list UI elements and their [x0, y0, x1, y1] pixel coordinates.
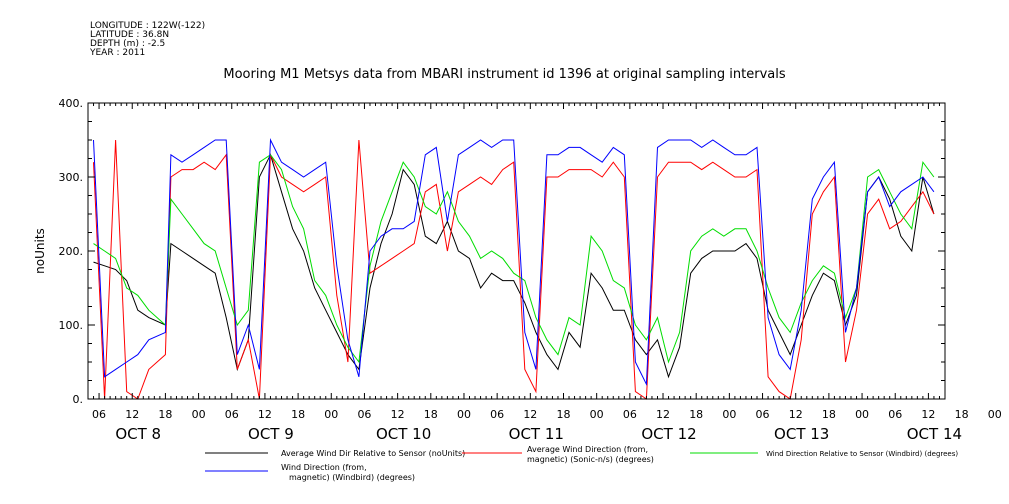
hour-tick-label: 12	[258, 408, 272, 421]
legend-label-3: Wind Direction (from, magnetic) (Windbird…	[281, 463, 415, 482]
series-line-0	[93, 153, 935, 379]
hour-tick-label: 18	[955, 408, 969, 421]
hour-tick-label: 06	[756, 408, 770, 421]
hour-tick-label: 12	[391, 408, 405, 421]
hour-tick-label: 18	[158, 408, 172, 421]
series-line-2	[93, 154, 935, 364]
y-tick-label: 400.	[59, 97, 84, 110]
y-tick-label: 0.	[73, 393, 84, 406]
chart-title: Mooring M1 Metsys data from MBARI instru…	[223, 67, 786, 82]
hour-tick-label: 06	[623, 408, 637, 421]
y-axis-label: noUnits	[33, 228, 47, 274]
hour-tick-label: 00	[590, 408, 604, 421]
hour-tick-label: 12	[125, 408, 139, 421]
hour-tick-label: 18	[689, 408, 703, 421]
hour-tick-label: 00	[988, 408, 1002, 421]
year-label: YEAR : 2011	[90, 48, 146, 58]
legend-label-1: Average Wind Direction (from, magnetic) (…	[527, 445, 654, 464]
hour-tick-label: 00	[324, 408, 338, 421]
hour-tick-label: 18	[424, 408, 438, 421]
legend-label-2: Wind Direction Relative to Sensor (Windb…	[766, 450, 958, 458]
day-label: OCT 13	[774, 425, 829, 443]
labels-layer: 0. 100. 200. 300. 400. noUnits 06 12 18 00 06 12 18 0…	[33, 97, 1002, 443]
hour-tick-label: 00	[722, 408, 736, 421]
series-line-1	[93, 139, 935, 400]
hour-tick-label: 06	[92, 408, 106, 421]
hour-tick-label: 12	[523, 408, 537, 421]
day-label: OCT 9	[248, 425, 294, 443]
hour-tick-label: 12	[789, 408, 803, 421]
axes-layer	[87, 102, 946, 400]
hour-tick-label: 06	[490, 408, 504, 421]
latitude-label: LATITUDE : 36.8N	[90, 30, 170, 40]
hour-tick-label: 12	[921, 408, 935, 421]
day-label: OCT 10	[376, 425, 431, 443]
hour-tick-label: 06	[888, 408, 902, 421]
hour-tick-label: 00	[192, 408, 206, 421]
hour-tick-label: 18	[822, 408, 836, 421]
plot-frame	[87, 102, 946, 400]
hour-tick-label: 18	[291, 408, 305, 421]
y-tick-label: 200.	[59, 245, 84, 258]
series-layer	[93, 138, 935, 400]
hour-tick-label: 06	[225, 408, 239, 421]
day-label: OCT 11	[509, 425, 564, 443]
day-label: OCT 12	[641, 425, 696, 443]
hour-tick-label: 06	[357, 408, 371, 421]
legend: Average Wind Dir Relative to Sensor (noU…	[205, 445, 958, 482]
y-tick-label: 300.	[59, 171, 84, 184]
depth-label: DEPTH (m) : -2.5	[90, 39, 166, 49]
series-line-3	[93, 138, 935, 387]
day-label: OCT 14	[907, 425, 962, 443]
hour-tick-label: 00	[855, 408, 869, 421]
legend-label-0: Average Wind Dir Relative to Sensor (noU…	[281, 449, 465, 458]
hour-tick-label: 12	[656, 408, 670, 421]
hour-tick-label: 18	[556, 408, 570, 421]
hour-tick-label: 00	[457, 408, 471, 421]
day-label: OCT 8	[115, 425, 161, 443]
longitude-label: LONGITUDE : 122W(-122)	[90, 21, 206, 31]
y-tick-label: 100.	[59, 319, 84, 332]
